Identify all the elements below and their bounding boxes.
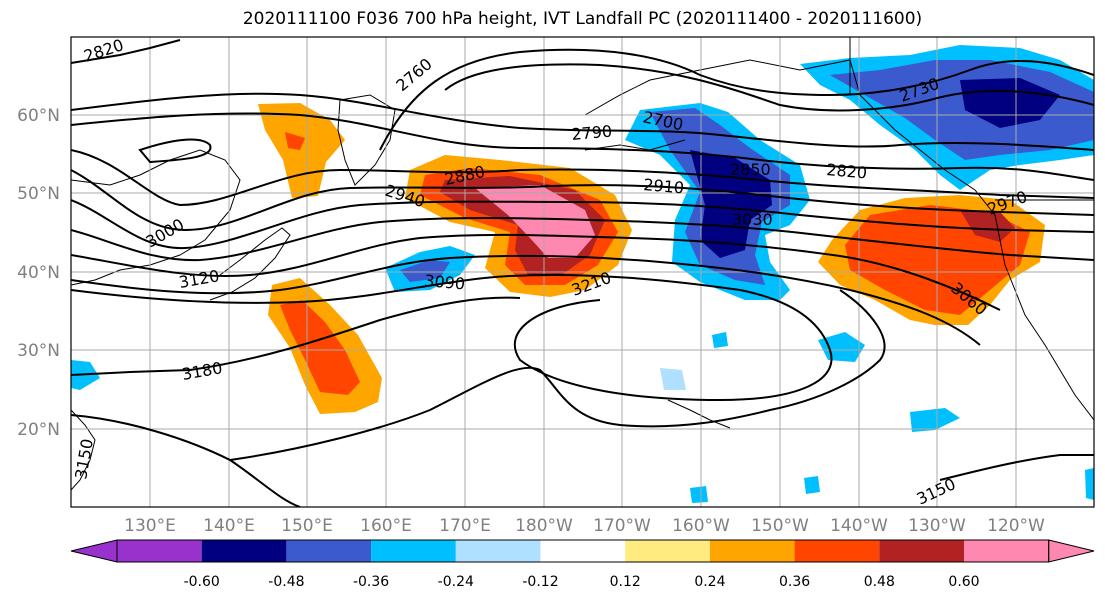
contour-line — [71, 112, 1094, 181]
contour-line — [71, 39, 181, 64]
coastline-alaska — [584, 59, 996, 216]
graticule — [71, 37, 1094, 507]
colorbar-frame — [116, 539, 1050, 563]
coastline-philippines — [71, 409, 96, 491]
contour-line — [71, 233, 1001, 311]
contour-line — [229, 289, 886, 461]
contour-label: 2910 — [643, 175, 685, 197]
colorbar-extend-left — [70, 539, 118, 563]
colorbar-segment — [709, 540, 795, 562]
ivt-negative-region — [910, 408, 960, 432]
colorbar-segment — [964, 540, 1049, 562]
lon-label: 170°W — [593, 516, 651, 536]
lat-label-20n: 20°N — [17, 420, 60, 440]
contour-line — [71, 254, 981, 346]
lon-label: 160°W — [672, 516, 730, 536]
contour-line — [444, 63, 1094, 112]
lon-label: 160°E — [360, 516, 412, 536]
colorbar-extend-right — [1048, 539, 1095, 563]
contour-label: 2820 — [826, 160, 868, 182]
lon-label: 180°W — [515, 516, 573, 536]
ivt-negative-region — [712, 332, 728, 348]
lat-label-40n: 40°N — [17, 263, 60, 283]
lat-label-30n: 30°N — [17, 341, 60, 361]
colorbar-segment — [455, 540, 541, 562]
contour-line — [71, 92, 1094, 151]
colorbar-segment — [540, 540, 626, 562]
contour-line — [71, 296, 521, 376]
colorbar-segment — [371, 540, 456, 562]
colorbar-tick-label: 0.60 — [948, 574, 979, 590]
ivt-positive-region — [475, 185, 595, 258]
contour-line — [71, 169, 1094, 232]
ivt-negative-region — [690, 486, 708, 503]
lon-label: 130°W — [908, 516, 966, 536]
lon-label: 150°W — [751, 516, 809, 536]
colorbar-tick-label: -0.48 — [268, 574, 304, 590]
ivt-negative-region — [660, 368, 686, 390]
coastline-hawaii — [667, 399, 731, 429]
ivt-negative-region — [1085, 468, 1094, 500]
lon-label: 140°E — [203, 516, 255, 536]
colorbar-segment — [625, 540, 710, 562]
colorbar-tick-label: 0.24 — [694, 574, 725, 590]
contour-line — [71, 414, 301, 507]
lon-label: 150°E — [281, 516, 333, 536]
colorbar-segment — [201, 540, 287, 562]
coastline-aleutians — [584, 139, 686, 151]
contour-label: 3090 — [424, 271, 466, 293]
map-title: 2020111100 F036 700 hPa height, IVT Land… — [242, 9, 923, 29]
contour-line — [71, 217, 1094, 262]
colorbar-tick-label: -0.60 — [184, 574, 220, 590]
colorbar-tick-label: 0.36 — [779, 574, 810, 590]
colorbar-tick-label: 0.48 — [864, 574, 895, 590]
lon-label: 120°W — [987, 516, 1045, 536]
contour-line — [138, 138, 212, 164]
lon-label: 170°E — [439, 516, 491, 536]
contour-line — [71, 273, 833, 402]
coastlines — [71, 37, 1094, 491]
colorbar-tick-label: 0.12 — [610, 574, 641, 590]
contour-label: 2850 — [730, 160, 771, 179]
colorbar-segment — [879, 540, 964, 562]
ivt-positive-region — [285, 132, 305, 150]
map-frame — [70, 36, 1095, 508]
lat-label-60n: 60°N — [17, 106, 60, 126]
contour-label: 3030 — [732, 210, 773, 229]
colorbar-segment — [794, 540, 880, 562]
contour-line — [71, 199, 1094, 250]
ivt-positive-region — [258, 103, 345, 198]
ivt-positive-region — [960, 210, 1015, 242]
contour-label: 2790 — [571, 122, 613, 144]
ivt-positive-region — [280, 300, 360, 395]
coastline-west-america — [994, 214, 1094, 421]
colorbar-segment — [117, 540, 202, 562]
lon-label: 130°E — [124, 516, 176, 536]
contour-line — [379, 48, 1094, 151]
colorbar-tick-label: -0.12 — [522, 574, 558, 590]
longitude-labels: 130°E 140°E 150°E 160°E 170°E 180°W 170°… — [124, 516, 1045, 536]
lon-label: 140°W — [830, 516, 888, 536]
ivt-negative-region — [818, 332, 865, 362]
contour-line — [939, 454, 1094, 481]
coastline-kamchatka — [337, 94, 396, 186]
colorbar-segment — [286, 540, 372, 562]
colorbar: -0.60 -0.48 -0.36 -0.24 -0.12 0.12 0.24 … — [70, 539, 1095, 590]
colorbar-tick-label: -0.24 — [438, 574, 474, 590]
lat-label-50n: 50°N — [17, 184, 60, 204]
ivt-negative-region — [690, 150, 772, 258]
ivt-negative-region — [804, 476, 820, 494]
ivt-negative-region — [400, 260, 450, 282]
height-contours — [71, 39, 1094, 507]
colorbar-tick-label: -0.36 — [353, 574, 389, 590]
latitude-labels: 60°N 50°N 40°N 30°N 20°N — [17, 106, 60, 440]
contour-line — [71, 149, 1094, 207]
